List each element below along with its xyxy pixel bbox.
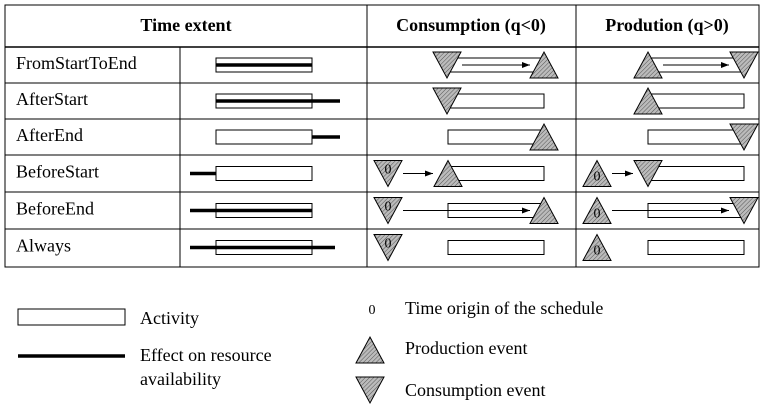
production-event: [355, 335, 385, 364]
consumption-event: [729, 197, 759, 225]
consumption-event: [373, 197, 403, 225]
activity: [215, 166, 313, 181]
row-label: BeforeEnd: [16, 199, 94, 219]
production-event: [633, 50, 663, 79]
production-event: [529, 50, 559, 79]
legend-text: Consumption event: [405, 380, 546, 400]
consumption-event: [633, 160, 663, 188]
table-grid: [4, 4, 760, 268]
production-event: [633, 86, 663, 115]
origin-symbol: 0: [594, 207, 601, 222]
row-label: BeforeStart: [16, 162, 99, 182]
production-event: [582, 233, 612, 261]
production-event: [582, 159, 612, 187]
origin-symbol: 0: [385, 237, 392, 252]
origin-symbol: 0: [385, 163, 392, 178]
production-event: [529, 122, 559, 151]
consumption-event: [373, 234, 403, 262]
consumption-event: [432, 87, 462, 116]
activity: [647, 129, 745, 145]
legend-activity-icon: [17, 308, 126, 326]
origin-symbol: 0: [385, 200, 392, 215]
consumption-event: [729, 51, 759, 80]
consumption-event: [432, 51, 462, 80]
header: Time extent: [140, 15, 231, 35]
consumption-event: [355, 376, 385, 405]
activity: [447, 166, 545, 181]
origin-symbol: 0: [369, 303, 376, 318]
legend-text: availability: [140, 369, 221, 389]
origin-symbol: 0: [594, 170, 601, 185]
activity: [647, 240, 745, 255]
row-label: Always: [16, 236, 71, 256]
consumption-event: [729, 123, 759, 152]
row-label: FromStartToEnd: [16, 53, 137, 73]
legend-text: Production event: [405, 338, 527, 358]
row-label: AfterStart: [16, 89, 88, 109]
production-event: [529, 196, 559, 224]
origin-symbol: 0: [594, 244, 601, 259]
header: Prodution (q>0): [605, 15, 728, 36]
activity: [647, 166, 745, 181]
row-label: AfterEnd: [16, 125, 83, 145]
legend-text: Effect on resource: [140, 345, 272, 365]
production-event: [433, 159, 463, 187]
activity: [447, 93, 545, 109]
legend-text: Activity: [140, 308, 199, 328]
legend-text: Time origin of the schedule: [405, 298, 603, 318]
activity: [215, 129, 313, 145]
activity: [647, 93, 745, 109]
activity: [447, 240, 545, 255]
consumption-event: [373, 160, 403, 188]
activity: [447, 129, 545, 145]
header: Consumption (q<0): [396, 15, 546, 36]
production-event: [582, 196, 612, 224]
